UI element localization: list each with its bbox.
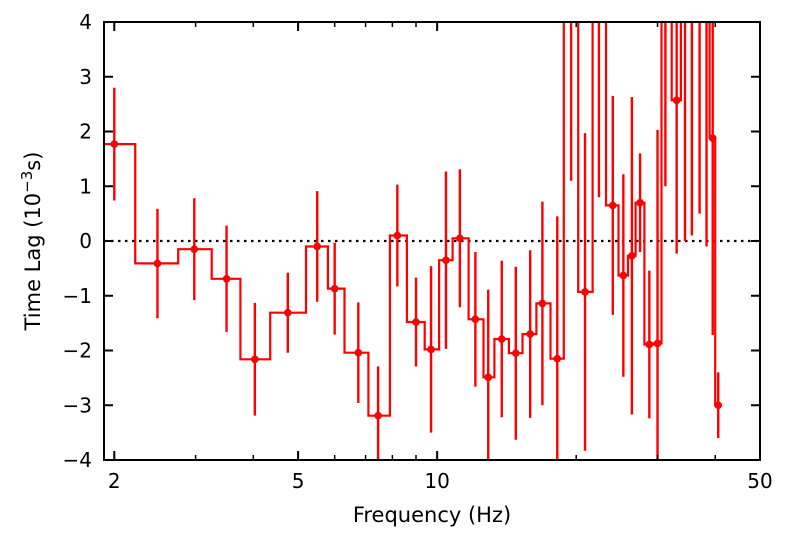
series-0-step-line [104,22,722,417]
data-point [645,340,654,349]
data-point [636,198,644,207]
x-tick-label: 2 [108,469,121,493]
x-axis-label: Frequency (Hz) [353,503,511,527]
y-tick-label: 0 [79,229,92,253]
data-point [653,339,662,348]
data-point [628,251,636,260]
data-point [511,349,520,358]
y-tick-label: −4 [63,448,92,472]
data-point [442,256,450,264]
data-point [427,345,435,354]
data-point [672,96,681,105]
data-point [581,288,589,296]
data-point [484,373,493,382]
data-point [471,315,480,324]
data-point [688,2,696,10]
data-point [190,245,199,254]
data-point [526,330,534,338]
data-point [619,271,628,280]
data-point [354,348,363,357]
data-point [538,299,547,308]
data-point [714,401,723,410]
y-tick-label: 3 [79,65,92,89]
data-point [595,7,603,15]
x-tick-label: 5 [292,469,305,493]
data-point [153,259,162,268]
y-tick-label: 1 [79,174,92,198]
data-point [284,308,292,317]
data-point [110,140,119,148]
data-point [703,2,711,10]
data-point [222,274,231,283]
data-point [412,318,420,326]
y-tick-label: 4 [79,10,92,34]
data-point [708,134,717,142]
y-tick-label: −3 [63,393,92,417]
x-tick-label: 50 [747,469,772,493]
data-point [313,242,322,251]
lag-series [104,2,723,460]
y-axis-label: Time Lag (10−3s) [18,152,45,332]
data-point [497,335,506,343]
data-point [681,7,689,15]
x-tick-label: 10 [424,469,449,493]
axis-ticks: 2 5 10 50 −4 −3 −2 −1 0 1 2 3 4 [63,10,773,493]
data-point [553,354,562,363]
data-point [330,284,339,293]
y-tick-label: −1 [63,284,92,308]
data-point [251,355,259,364]
data-point [567,2,575,10]
data-point [456,234,464,243]
y-tick-label: 2 [79,120,92,144]
y-tick-label: −2 [63,339,92,363]
data-point [393,231,402,240]
data-point [608,201,617,210]
data-point [374,411,382,420]
